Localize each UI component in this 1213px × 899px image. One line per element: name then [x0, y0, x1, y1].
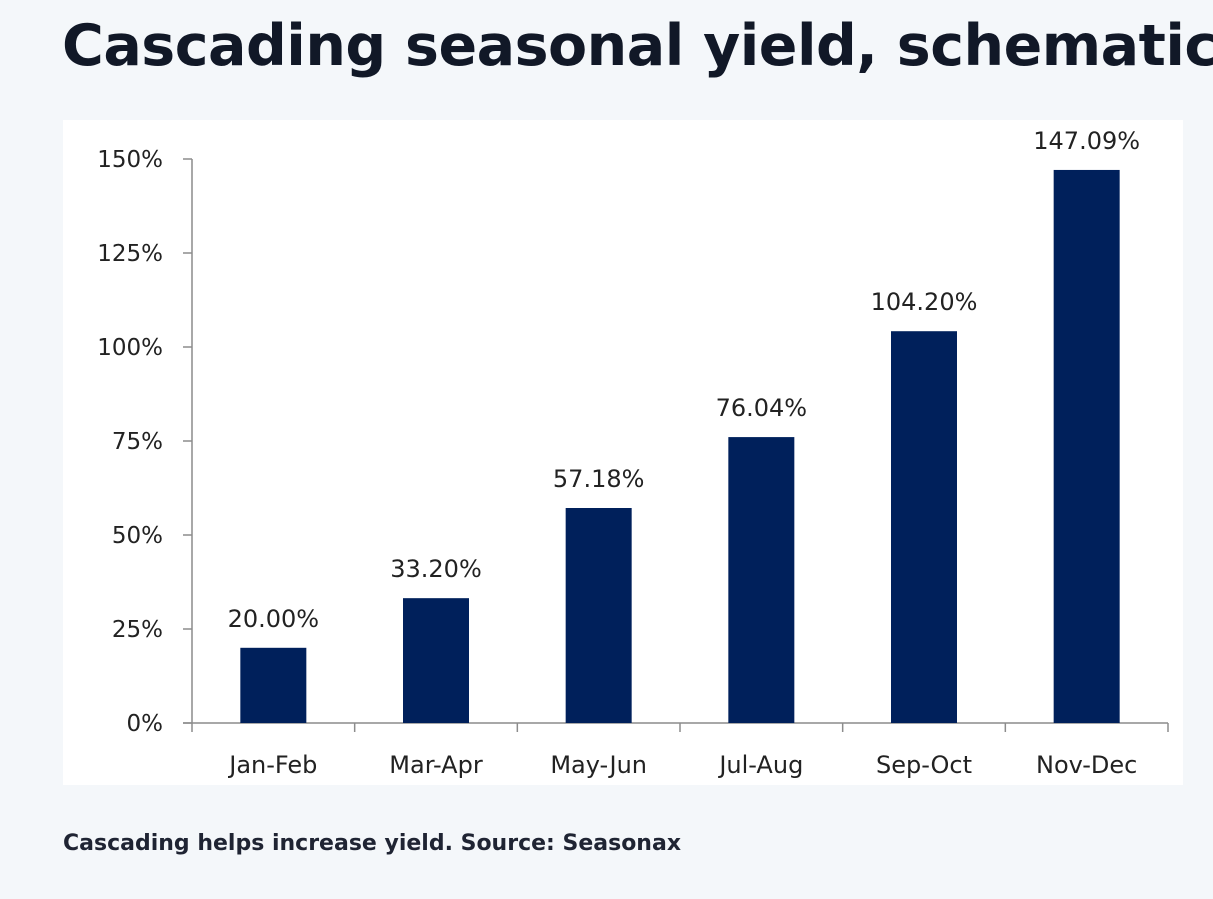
bar-chart: 0% 25% 50% 75% 100% 125% 150% 20.00% Jan-Feb 33.2… [97, 127, 1169, 779]
data-label: 76.04% [716, 394, 808, 422]
data-label: 33.20% [390, 555, 482, 583]
y-tick-label: 75% [112, 429, 163, 455]
x-category-label: Mar-Apr [389, 751, 483, 779]
chart-panel: 0% 25% 50% 75% 100% 125% 150% 20.00% Jan-Feb 33.2… [63, 120, 1183, 785]
x-category-label: May-Jun [550, 751, 647, 779]
y-tick-label: 125% [97, 241, 163, 267]
data-label: 20.00% [228, 605, 320, 633]
data-label: 57.18% [553, 465, 645, 493]
bar-sep-oct [891, 331, 957, 723]
x-category-label: Jul-Aug [717, 751, 803, 779]
x-category-label: Nov-Dec [1036, 751, 1137, 779]
x-category-label: Jan-Feb [227, 751, 317, 779]
data-label: 147.09% [1033, 127, 1140, 155]
data-label: 104.20% [871, 288, 978, 316]
y-tick-label: 25% [112, 617, 163, 643]
x-category-label: Sep-Oct [876, 751, 972, 779]
y-tick-label: 150% [97, 147, 163, 173]
bar-jul-aug [728, 437, 795, 723]
y-tick-label: 100% [97, 335, 163, 361]
page-title: Cascading seasonal yield, schematic [62, 13, 1213, 79]
bar-may-jun [565, 508, 632, 723]
y-tick-label: 0% [127, 711, 164, 737]
bar-mar-apr [403, 598, 469, 723]
bar-nov-dec [1053, 169, 1120, 724]
chart-caption: Cascading helps increase yield. Source: … [63, 831, 682, 856]
bar-jan-feb [240, 647, 307, 723]
y-tick-label: 50% [112, 523, 163, 549]
